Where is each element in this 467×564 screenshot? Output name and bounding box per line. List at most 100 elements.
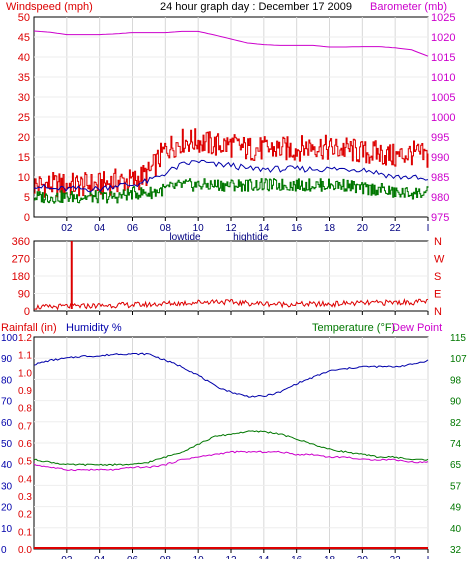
wind-panel-xtick-label: 12: [225, 223, 237, 234]
wind-gust-line: [34, 128, 429, 198]
climate-panel-xtick-label: 12: [225, 555, 237, 559]
wind-panel-xtick-label: 06: [127, 223, 139, 234]
climate-panel-xtick-label: 16: [291, 555, 303, 559]
barometer-ytick-label: 975: [431, 212, 449, 224]
wind-average-line: [33, 159, 429, 193]
climate-panel-xtick-label: 06: [127, 555, 139, 559]
wind-panel-xtick-label: 14: [258, 223, 270, 234]
rainfall-ytick-label: 0.6: [18, 439, 32, 450]
barometer-ytick-label: 1020: [431, 32, 455, 44]
wind-panel-xtick-label: 02: [61, 223, 73, 234]
temperature-ytick-label: 82: [450, 418, 462, 429]
wind-ytick-label: 20: [18, 132, 30, 144]
wind-ytick-label: 35: [18, 72, 30, 84]
wind-ytick-label: 5: [24, 192, 30, 204]
humidity-ytick-label: 0: [1, 545, 7, 556]
humidity-ytick-label: 30: [1, 481, 13, 492]
temperature-ytick-label: 115: [450, 333, 466, 344]
direction-ytick-label: 360: [12, 236, 30, 248]
direction-ytick-label: 270: [12, 254, 30, 266]
wind-panel-xtick-label: 04: [94, 223, 106, 234]
temperature-ytick-label: 98: [450, 375, 462, 386]
direction-ytick-label: 180: [12, 271, 30, 283]
humidity-ytick-label: 40: [1, 460, 13, 471]
wind-ytick-label: 0: [24, 212, 30, 224]
direction-compass-label: N: [434, 236, 442, 248]
temperature-ytick-label: 57: [450, 481, 462, 492]
climate-panel-xtick-label: 02: [61, 555, 73, 559]
chart-title: 24 hour graph day : December 17 2009: [160, 1, 352, 13]
humidity-ytick-label: 80: [1, 375, 13, 386]
humidity-ytick-label: 20: [1, 503, 13, 514]
climate-panel-xtick-label: 22: [390, 555, 402, 559]
temperature-ytick-label: 65: [450, 460, 462, 471]
humidity-ytick-label: 90: [1, 354, 13, 365]
wind-ytick-label: 40: [18, 52, 30, 64]
wind-direction-line: [33, 298, 429, 311]
wind-panel-xtick-label: 10: [193, 223, 205, 234]
barometer-ytick-label: 1000: [431, 112, 455, 124]
rainfall-ytick-label: 0.3: [18, 492, 32, 503]
climate-panel-xtick-label: I: [427, 555, 430, 559]
climate-panel-xtick-label: 10: [193, 555, 205, 559]
rainfall-ytick-label: 0.8: [18, 404, 32, 415]
climate-panel-xtick-label: 20: [357, 555, 369, 559]
wind-ytick-label: 45: [18, 32, 30, 44]
temperature-ytick-label: 40: [450, 524, 462, 535]
direction-compass-label: S: [434, 271, 441, 283]
wind-ytick-label: 50: [18, 12, 30, 24]
barometer-ytick-label: 1005: [431, 92, 455, 104]
barometer-ytick-label: 1010: [431, 72, 455, 84]
barometer-axis-title: Barometer (mb): [370, 1, 447, 13]
rainfall-ytick-label: 1.2: [18, 333, 32, 344]
temperature-axis-title: Temperature (°F): [312, 322, 395, 334]
humidity-ytick-label: 70: [1, 397, 13, 408]
direction-compass-label: E: [434, 289, 441, 301]
wind-ytick-label: 25: [18, 112, 30, 124]
wind-low-line: [34, 178, 429, 204]
wind-panel-xtick-label: 20: [357, 223, 369, 234]
temperature-ytick-label: 107: [450, 354, 467, 365]
wind-panel-xtick-label: 18: [324, 223, 336, 234]
humidity-line: [33, 352, 429, 398]
rainfall-ytick-label: 0.0: [18, 545, 32, 556]
humidity-ytick-label: 60: [1, 418, 13, 429]
barometer-ytick-label: 980: [431, 192, 449, 204]
wind-panel-hightide-label: hightide: [233, 232, 268, 243]
barometer-ytick-label: 985: [431, 172, 449, 184]
rainfall-ytick-label: 0.2: [18, 510, 32, 521]
climate-panel-xtick-label: 14: [258, 555, 270, 559]
barometer-ytick-label: 990: [431, 152, 449, 164]
rainfall-ytick-label: 0.7: [18, 421, 32, 432]
climate-panel-xtick-label: 08: [160, 555, 172, 559]
climate-panel-xtick-label: 04: [94, 555, 106, 559]
barometer-line: [33, 30, 429, 57]
rainfall-ytick-label: 0.1: [18, 527, 32, 538]
wind-panel-xtick-label: I: [427, 223, 430, 234]
temperature-ytick-label: 49: [450, 503, 462, 514]
wind-panel-xtick-label: 08: [160, 223, 172, 234]
wind-ytick-label: 10: [18, 172, 30, 184]
temperature-line: [33, 430, 429, 467]
humidity-axis-title: Humidity %: [66, 322, 122, 334]
rainfall-ytick-label: 1.0: [18, 368, 32, 379]
rainfall-ytick-label: 1.1: [18, 351, 32, 362]
humidity-ytick-label: 100: [1, 333, 18, 344]
direction-compass-label: W: [434, 254, 445, 266]
dewpoint-line: [33, 450, 429, 472]
temperature-ytick-label: 90: [450, 397, 462, 408]
direction-ytick-label: 0: [24, 306, 30, 318]
rainfall-ytick-label: 0.9: [18, 386, 32, 397]
rainfall-axis-title: Rainfall (in): [1, 322, 57, 334]
climate-panel-xtick-label: 18: [324, 555, 336, 559]
wind-panel-xtick-label: 22: [390, 223, 402, 234]
barometer-ytick-label: 1015: [431, 52, 455, 64]
rainfall-ytick-label: 0.5: [18, 457, 32, 468]
direction-ytick-label: 90: [18, 289, 30, 301]
wind-panel-xtick-label: 16: [291, 223, 303, 234]
temperature-ytick-label: 32: [450, 545, 462, 556]
humidity-ytick-label: 10: [1, 524, 13, 535]
wind-ytick-label: 15: [18, 152, 30, 164]
wind-panel-lowtide-label: lowtide: [169, 232, 201, 243]
